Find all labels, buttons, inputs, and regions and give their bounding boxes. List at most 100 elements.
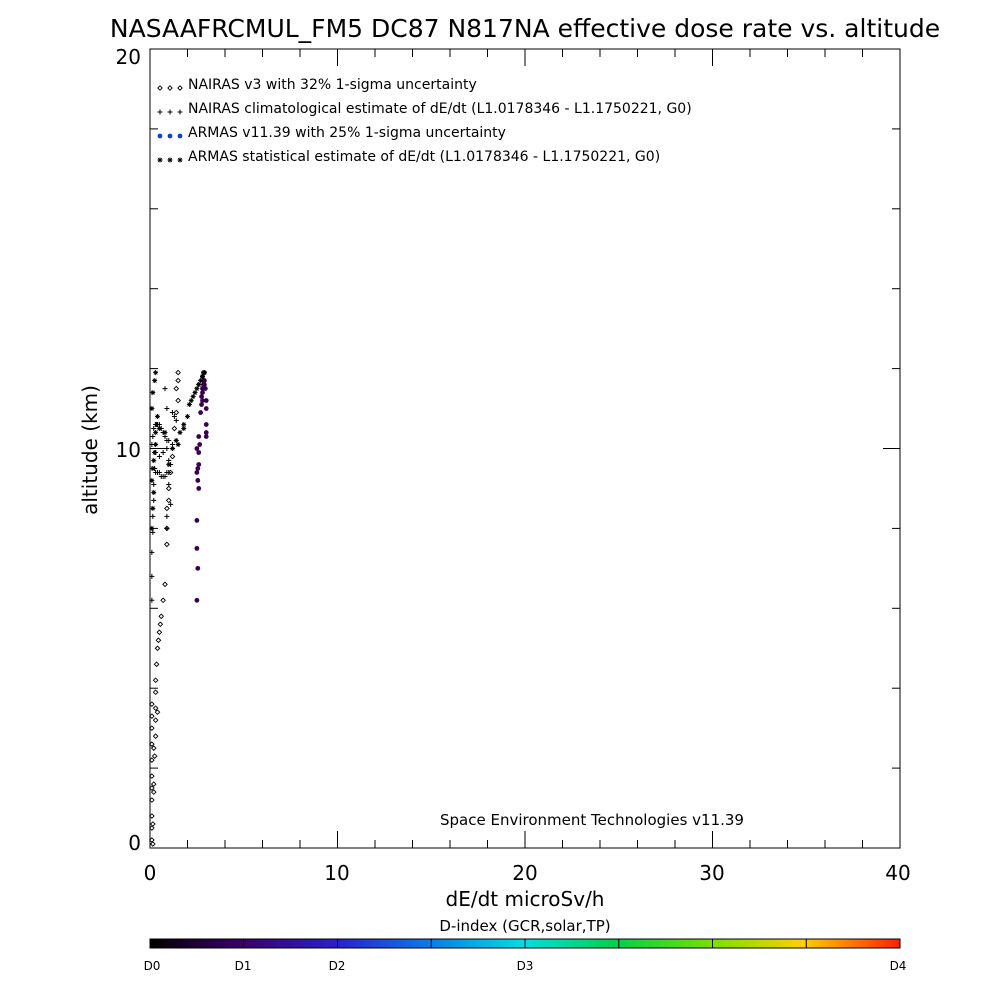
data-point-diamond [149,741,155,747]
data-point-asterisk [152,449,158,455]
data-point-diamond [149,821,156,827]
data-point-plus [150,434,156,440]
data-point-plus [166,469,172,475]
data-point-plus [171,414,177,420]
y-tick-label: 10 [116,438,141,462]
data-point-diamond [173,409,180,416]
data-point-plus [162,386,168,392]
data-point-dot [195,478,201,483]
data-point-asterisk [167,157,173,163]
data-point-diamond [162,581,168,588]
data-point-diamond [165,497,172,504]
data-point-diamond [158,613,165,620]
data-point-plus [156,469,162,475]
data-points [149,369,209,847]
data-point-asterisk [150,505,156,511]
data-point-asterisk [152,378,158,384]
data-point-diamond [164,505,170,512]
colorbar-label: D2 [329,959,346,973]
data-point-dot [200,390,205,395]
colorbar-ticks [243,939,807,948]
data-point-plus [164,513,170,519]
plot-frame [149,48,901,849]
data-point-asterisk [155,414,160,420]
data-point-dot [194,470,200,475]
data-point-plus [164,525,170,531]
data-point-plus [164,446,170,451]
data-point-dot [194,518,200,523]
data-point-plus [168,501,174,507]
data-point-dot [194,597,200,603]
data-point-asterisk [185,414,190,420]
x-tick-label: 0 [144,861,157,885]
x-tick-label: 10 [324,861,349,885]
colorbar-label: D4 [890,959,907,973]
data-point-asterisk [198,378,204,384]
data-point-diamond [152,717,159,723]
data-point-diamond [169,453,176,460]
data-point-dot [199,394,204,399]
data-point-diamond [149,757,155,763]
data-point-plus [149,573,155,579]
data-point-diamond [151,753,158,759]
data-point-dot [196,486,202,491]
data-point-asterisk [177,430,183,436]
data-point-dot [194,446,200,451]
data-point-diamond [149,725,155,731]
data-point-asterisk [190,394,196,400]
data-point-dot [196,434,202,439]
data-point-dot [195,565,201,571]
data-point-diamond [175,377,181,384]
data-point-diamond [167,85,173,91]
data-point-plus [151,426,157,432]
credit-text: Space Environment Technologies v11.39 [440,811,744,829]
x-axis-title: dE/dt microSv/h [446,887,605,911]
data-point-dot [203,422,209,427]
data-point-asterisk [157,157,163,163]
data-point-plus [150,513,156,519]
data-point-asterisk [186,402,192,408]
data-point-dot [194,545,200,551]
data-point-diamond [149,785,155,791]
data-point-dot [197,442,203,447]
data-point-asterisk [192,390,198,396]
data-point-diamond [149,813,155,819]
data-point-diamond [154,709,161,716]
data-point-diamond [149,773,155,779]
data-point-asterisk [162,430,168,436]
data-point-dot [199,402,204,407]
data-point-diamond [153,661,160,668]
data-point-asterisk [173,438,179,444]
data-point-dot [202,386,208,391]
legend-label-nairas: NAIRAS v3 with 32% 1-sigma uncertainty [188,77,477,93]
colorbar-label: D0 [144,959,161,973]
y-axis-title: altitude (km) [78,385,102,515]
data-point-diamond [152,677,159,684]
data-point-dot [196,462,202,467]
data-point-asterisk [156,426,162,432]
data-point-diamond [157,85,163,91]
data-point-plus [173,418,179,424]
data-point-asterisk [154,422,160,428]
data-point-plus [150,529,156,535]
data-point-diamond [164,541,170,548]
data-point-diamond [156,629,163,636]
colorbar-label: D3 [517,959,534,973]
legend-label-armas: ARMAS v11.39 with 25% 1-sigma uncertaint… [188,125,506,141]
data-point-asterisk [153,370,159,376]
data-point-diamond [171,425,178,432]
data-point-diamond [150,781,157,787]
data-point-dot [195,466,201,471]
data-point-plus [177,109,183,115]
data-point-dot [203,434,209,439]
legend-label-armas-statistical: ARMAS statistical estimate of dE/dt (L1.… [188,149,660,165]
data-point-plus [149,549,155,555]
y-tick-label: 0 [128,831,141,855]
data-point-asterisk [196,382,202,388]
data-point-diamond [155,637,162,644]
data-point-plus [151,481,157,487]
axis-ticks [149,48,901,849]
data-point-diamond [173,385,180,392]
data-point-diamond [175,397,181,404]
